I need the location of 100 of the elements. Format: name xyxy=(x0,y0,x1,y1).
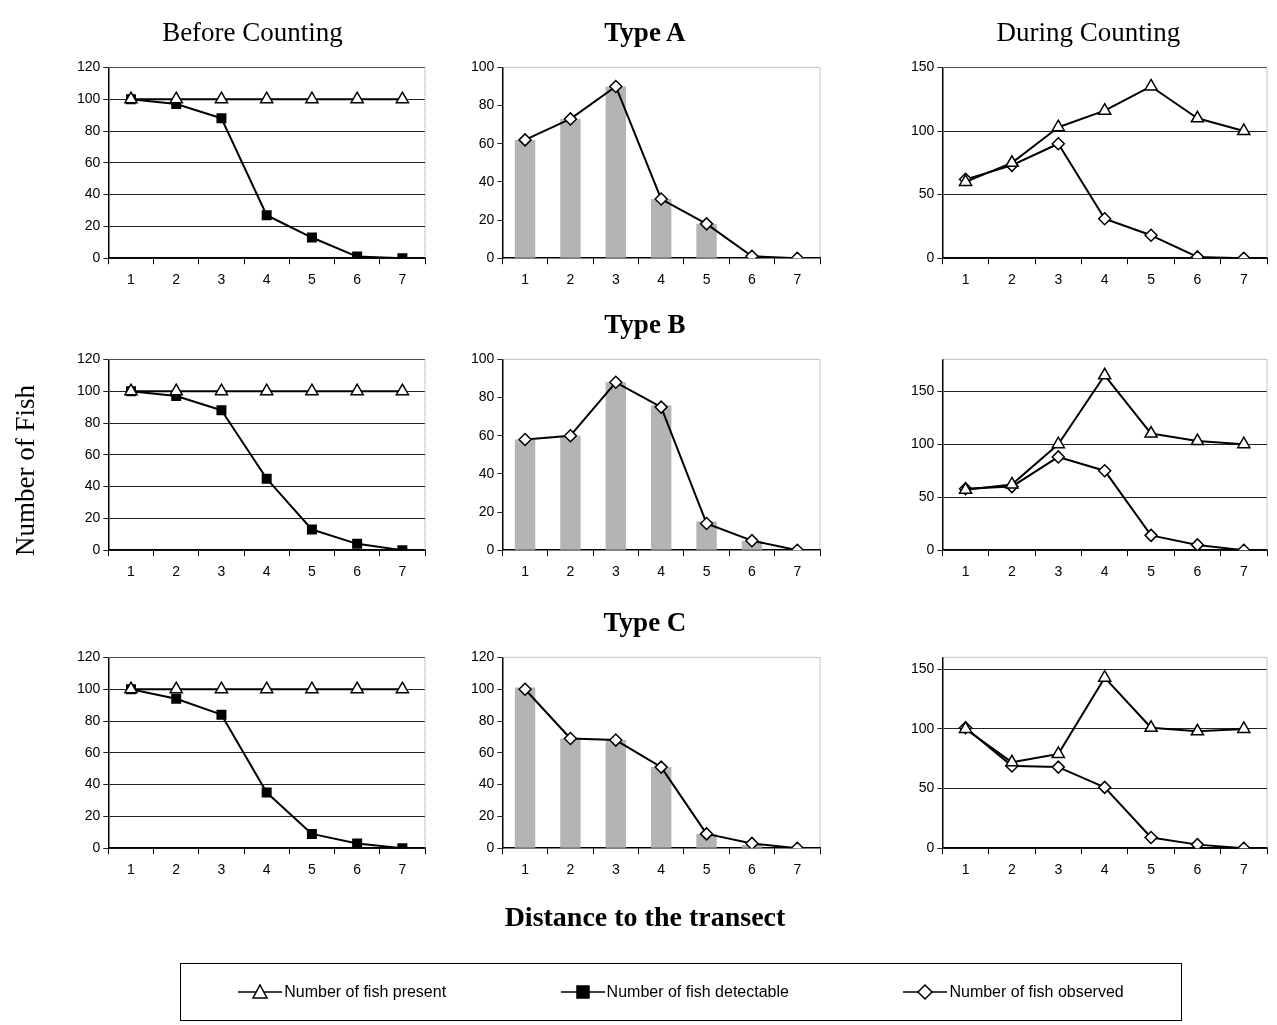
x-tick-label: 2 xyxy=(1008,563,1017,580)
y-tick-label: 100 xyxy=(911,435,935,452)
x-tick-label: 1 xyxy=(521,563,530,580)
y-tick-label: 100 xyxy=(77,680,101,697)
x-tick-label: 4 xyxy=(657,271,666,288)
x-tick-label: 7 xyxy=(398,563,407,580)
x-tick-label: 6 xyxy=(353,861,362,878)
x-tick-label: 4 xyxy=(262,861,271,878)
y-tick-label: 20 xyxy=(478,502,495,519)
chart-title: Type C xyxy=(602,605,688,639)
y-tick-label: 100 xyxy=(911,121,935,138)
y-tick-label: 20 xyxy=(84,509,101,526)
y-tick-label: 0 xyxy=(92,839,101,856)
y-tick-label: 50 xyxy=(918,185,935,202)
chart-title: Before Counting xyxy=(161,15,344,49)
y-tick-label: 60 xyxy=(478,426,495,443)
x-tick-label: 6 xyxy=(748,861,757,878)
y-tick-label: 150 xyxy=(911,382,935,399)
x-tick-label: 7 xyxy=(793,271,802,288)
x-tick-label: 3 xyxy=(217,271,226,288)
y-tick-label: 80 xyxy=(84,121,101,138)
x-tick-label: 6 xyxy=(748,563,757,580)
y-tick-label: 60 xyxy=(478,743,495,760)
x-tick-label: 3 xyxy=(611,271,620,288)
x-tick-label: 4 xyxy=(1100,861,1109,878)
y-tick-label: 60 xyxy=(84,445,101,462)
x-tick-label: 7 xyxy=(793,563,802,580)
x-tick-label: 6 xyxy=(353,271,362,288)
x-tick-label: 3 xyxy=(217,861,226,878)
x-axis-title: Distance to the transect xyxy=(503,901,787,933)
x-tick-label: 5 xyxy=(702,861,711,878)
y-tick-label: 20 xyxy=(478,807,495,824)
y-tick-label: 150 xyxy=(911,58,935,75)
y-tick-label: 120 xyxy=(77,350,101,367)
legend-label: Number of fish detectable xyxy=(606,983,789,1001)
y-tick-label: 100 xyxy=(471,350,495,367)
x-tick-label: 4 xyxy=(657,563,666,580)
x-tick-label: 2 xyxy=(566,861,575,878)
x-tick-label: 5 xyxy=(308,563,317,580)
y-tick-label: 100 xyxy=(77,382,101,399)
x-tick-label: 3 xyxy=(611,563,620,580)
x-tick-label: 1 xyxy=(127,271,136,288)
y-tick-label: 40 xyxy=(84,775,101,792)
x-tick-label: 3 xyxy=(1054,563,1063,580)
x-tick-label: 5 xyxy=(702,563,711,580)
x-tick-label: 2 xyxy=(566,563,575,580)
x-tick-label: 3 xyxy=(611,861,620,878)
y-tick-label: 80 xyxy=(478,711,495,728)
y-tick-label: 50 xyxy=(918,779,935,796)
x-tick-label: 6 xyxy=(353,563,362,580)
x-tick-label: 1 xyxy=(127,861,136,878)
y-tick-label: 0 xyxy=(486,839,495,856)
y-tick-label: 60 xyxy=(478,134,495,151)
y-tick-label: 0 xyxy=(926,541,935,558)
y-tick-label: 40 xyxy=(84,477,101,494)
x-tick-label: 3 xyxy=(1054,271,1063,288)
x-tick-label: 4 xyxy=(262,271,271,288)
x-tick-label: 1 xyxy=(521,861,530,878)
x-tick-label: 3 xyxy=(217,563,226,580)
y-tick-label: 0 xyxy=(486,541,495,558)
x-tick-label: 2 xyxy=(1008,861,1017,878)
y-tick-label: 50 xyxy=(918,488,935,505)
y-tick-label: 120 xyxy=(77,648,101,665)
x-tick-label: 4 xyxy=(657,861,666,878)
x-tick-label: 7 xyxy=(1239,271,1248,288)
x-tick-label: 5 xyxy=(308,861,317,878)
y-tick-label: 20 xyxy=(478,210,495,227)
x-tick-label: 7 xyxy=(398,271,407,288)
y-tick-label: 40 xyxy=(478,172,495,189)
y-tick-label: 80 xyxy=(84,711,101,728)
y-tick-label: 150 xyxy=(911,660,935,677)
y-tick-label: 0 xyxy=(92,541,101,558)
x-tick-label: 6 xyxy=(1193,861,1202,878)
y-tick-label: 60 xyxy=(84,153,101,170)
x-tick-label: 7 xyxy=(1239,563,1248,580)
legend-label: Number of fish observed xyxy=(949,983,1124,1001)
x-tick-label: 7 xyxy=(398,861,407,878)
y-tick-label: 80 xyxy=(478,96,495,113)
x-tick-label: 1 xyxy=(521,271,530,288)
x-tick-label: 1 xyxy=(961,271,970,288)
y-tick-label: 20 xyxy=(84,807,101,824)
y-tick-label: 0 xyxy=(926,839,935,856)
x-tick-label: 4 xyxy=(1100,271,1109,288)
chart-title: Type A xyxy=(603,15,687,49)
y-tick-label: 100 xyxy=(77,90,101,107)
x-tick-label: 6 xyxy=(748,271,757,288)
y-tick-label: 100 xyxy=(471,680,495,697)
y-tick-label: 100 xyxy=(471,58,495,75)
y-tick-label: 100 xyxy=(911,719,935,736)
y-tick-label: 60 xyxy=(84,743,101,760)
x-tick-label: 2 xyxy=(172,271,181,288)
legend-label: Number of fish present xyxy=(284,983,447,1001)
x-tick-label: 5 xyxy=(702,271,711,288)
x-tick-label: 5 xyxy=(308,271,317,288)
chart-title: During Counting xyxy=(995,15,1182,49)
x-tick-label: 1 xyxy=(961,861,970,878)
x-tick-label: 4 xyxy=(1100,563,1109,580)
y-axis-title: Number of Fish xyxy=(9,383,41,558)
y-tick-label: 40 xyxy=(478,775,495,792)
x-tick-label: 2 xyxy=(172,861,181,878)
